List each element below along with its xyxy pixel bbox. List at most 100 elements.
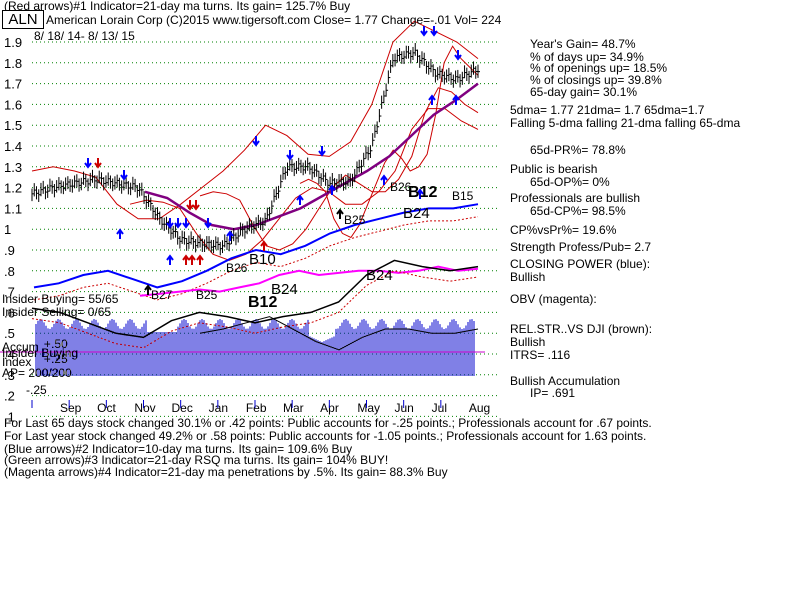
down-arrow [186, 200, 194, 211]
accum-p50: +.50 [44, 337, 68, 351]
x-tick-label: Dec [172, 401, 193, 415]
signal-b15: B15 [452, 189, 474, 203]
x-tick-label: Aug [469, 401, 490, 415]
up-arrow [452, 94, 460, 105]
relstr-ma-line [31, 270, 479, 349]
up-arrow [380, 174, 388, 185]
index-label: Index [2, 355, 32, 369]
x-tick-label: Feb [246, 401, 267, 415]
y-tick-label: 1.7 [4, 77, 22, 92]
x-tick-label: Jul [432, 401, 447, 415]
down-arrow [454, 50, 462, 61]
cpvspr: CP%vsPr%= 19.6% [510, 223, 617, 237]
up-arrow [428, 94, 436, 105]
date-range: 8/ 18/ 14- 8/ 13/ 15 [34, 29, 135, 43]
down-arrow [420, 26, 428, 37]
up-arrow [260, 240, 268, 251]
down-arrow [84, 158, 92, 169]
footer-line-2: For Last year stock changed 49.2% or .58… [4, 429, 647, 443]
y-tick-label: .3 [4, 368, 15, 383]
x-tick-label: Jan [209, 401, 228, 415]
up-arrow [144, 284, 152, 295]
y-tick-label: .8 [4, 264, 15, 279]
y-tick-label: 1.4 [4, 139, 22, 154]
obv-line [139, 265, 479, 297]
days-up: % of days up= 34.9% [530, 50, 644, 64]
up-arrow [226, 230, 234, 241]
x-tick-label: Nov [134, 401, 155, 415]
price-bars [31, 43, 480, 256]
op65: 65d-OP%= 0% [530, 175, 610, 189]
day65-gain: 65-day gain= 30.1% [530, 85, 638, 99]
closing-power-label: CLOSING POWER (blue): [510, 257, 651, 271]
signal-b25-mid: B25 [344, 213, 366, 227]
cp65: 65d-CP%= 98.5% [530, 204, 626, 218]
x-tick-label: Sep [60, 401, 82, 415]
y-tick-label: .7 [4, 285, 15, 300]
up-arrow [188, 254, 196, 265]
dma-line: 5dma= 1.77 21dma= 1.7 65dma=1.7 [510, 103, 705, 117]
years-gain: Year's Gain= 48.7% [530, 37, 636, 51]
y-tick-label: 1.8 [4, 56, 22, 71]
insider-buying: Insider Buying= 55/65 [2, 292, 119, 306]
up-arrow [182, 254, 190, 265]
itrs: ITRS= .116 [510, 348, 571, 362]
title-line: American Lorain Corp (C)2015 www.tigerso… [46, 13, 502, 27]
down-arrow [182, 218, 190, 229]
down-arrow [166, 218, 174, 229]
x-tick-label: Mar [283, 401, 304, 415]
signal-arrows [84, 26, 462, 295]
accum-label: Accum [2, 340, 39, 354]
down-arrow [204, 218, 212, 229]
falling-line: Falling 5-dma falling 21-dma falling 65-… [510, 116, 741, 130]
down-arrow [192, 200, 200, 211]
signal-b10: B10 [249, 251, 276, 268]
footer-line-1: For Last 65 days stock changed 30.1% or … [4, 416, 652, 430]
ip: IP= .691 [530, 386, 576, 400]
down-arrow [120, 170, 128, 181]
up-arrow [116, 228, 124, 239]
up-arrow [416, 188, 424, 199]
footer-line-5: (Magenta arrows)#4 Indicator=21-day ma p… [4, 465, 448, 479]
y-tick-label: .5 [4, 326, 15, 341]
public-bearish: Public is bearish [510, 162, 598, 176]
up-arrow [336, 208, 344, 219]
signal-b25-low: B25 [196, 288, 218, 302]
relstr-bullish: Bullish [510, 335, 546, 349]
openings-up: % of openings up= 18.5% [530, 61, 668, 75]
y-tick-label: .2 [4, 389, 15, 404]
pr65: 65d-PR%= 78.8% [530, 143, 626, 157]
closing-power-line [33, 203, 479, 289]
y-tick-label: 1 [4, 222, 11, 237]
y-tick-label: .9 [4, 243, 15, 258]
y-tick-label: 1.6 [4, 97, 22, 112]
up-arrow [166, 254, 174, 265]
ma65-line [144, 82, 479, 231]
indicator-line: (Red arrows)#1 Indicator=21-day ma turns… [4, 0, 351, 13]
down-arrow [286, 150, 294, 161]
signal-b12-low: B12 [248, 294, 278, 311]
bullish-accumulation: Bullish Accumulation [510, 374, 621, 388]
relstr-label: REL.STR..VS DJI (brown): [510, 322, 653, 336]
x-axis-labels: Sep Oct Nov Dec Jan Feb Mar Apr May Jun Jul Aug [31, 400, 490, 415]
up-arrow [196, 254, 204, 265]
x-tick-label: May [357, 401, 380, 415]
signal-b24-low: B24 [366, 267, 393, 284]
y-tick-label: 1.9 [4, 35, 22, 50]
down-arrow [94, 158, 102, 169]
down-arrow [252, 136, 260, 147]
signal-b24-mid: B24 [271, 281, 298, 298]
down-arrow [318, 146, 326, 157]
lower-band-line [129, 108, 479, 261]
y-tick-label: .1 [4, 409, 15, 424]
y-tick-label: 1.3 [4, 160, 22, 175]
x-tick-label: Jun [395, 401, 414, 415]
y-tick-label: .4 [4, 347, 15, 362]
down-arrow [174, 218, 182, 229]
up-arrow [296, 194, 304, 205]
down-arrow [430, 26, 438, 37]
ap-label: AP= 200/200 [2, 366, 72, 380]
closing-power-ma-line [33, 216, 479, 301]
pros-bullish: Professionals are bullish [510, 191, 641, 205]
